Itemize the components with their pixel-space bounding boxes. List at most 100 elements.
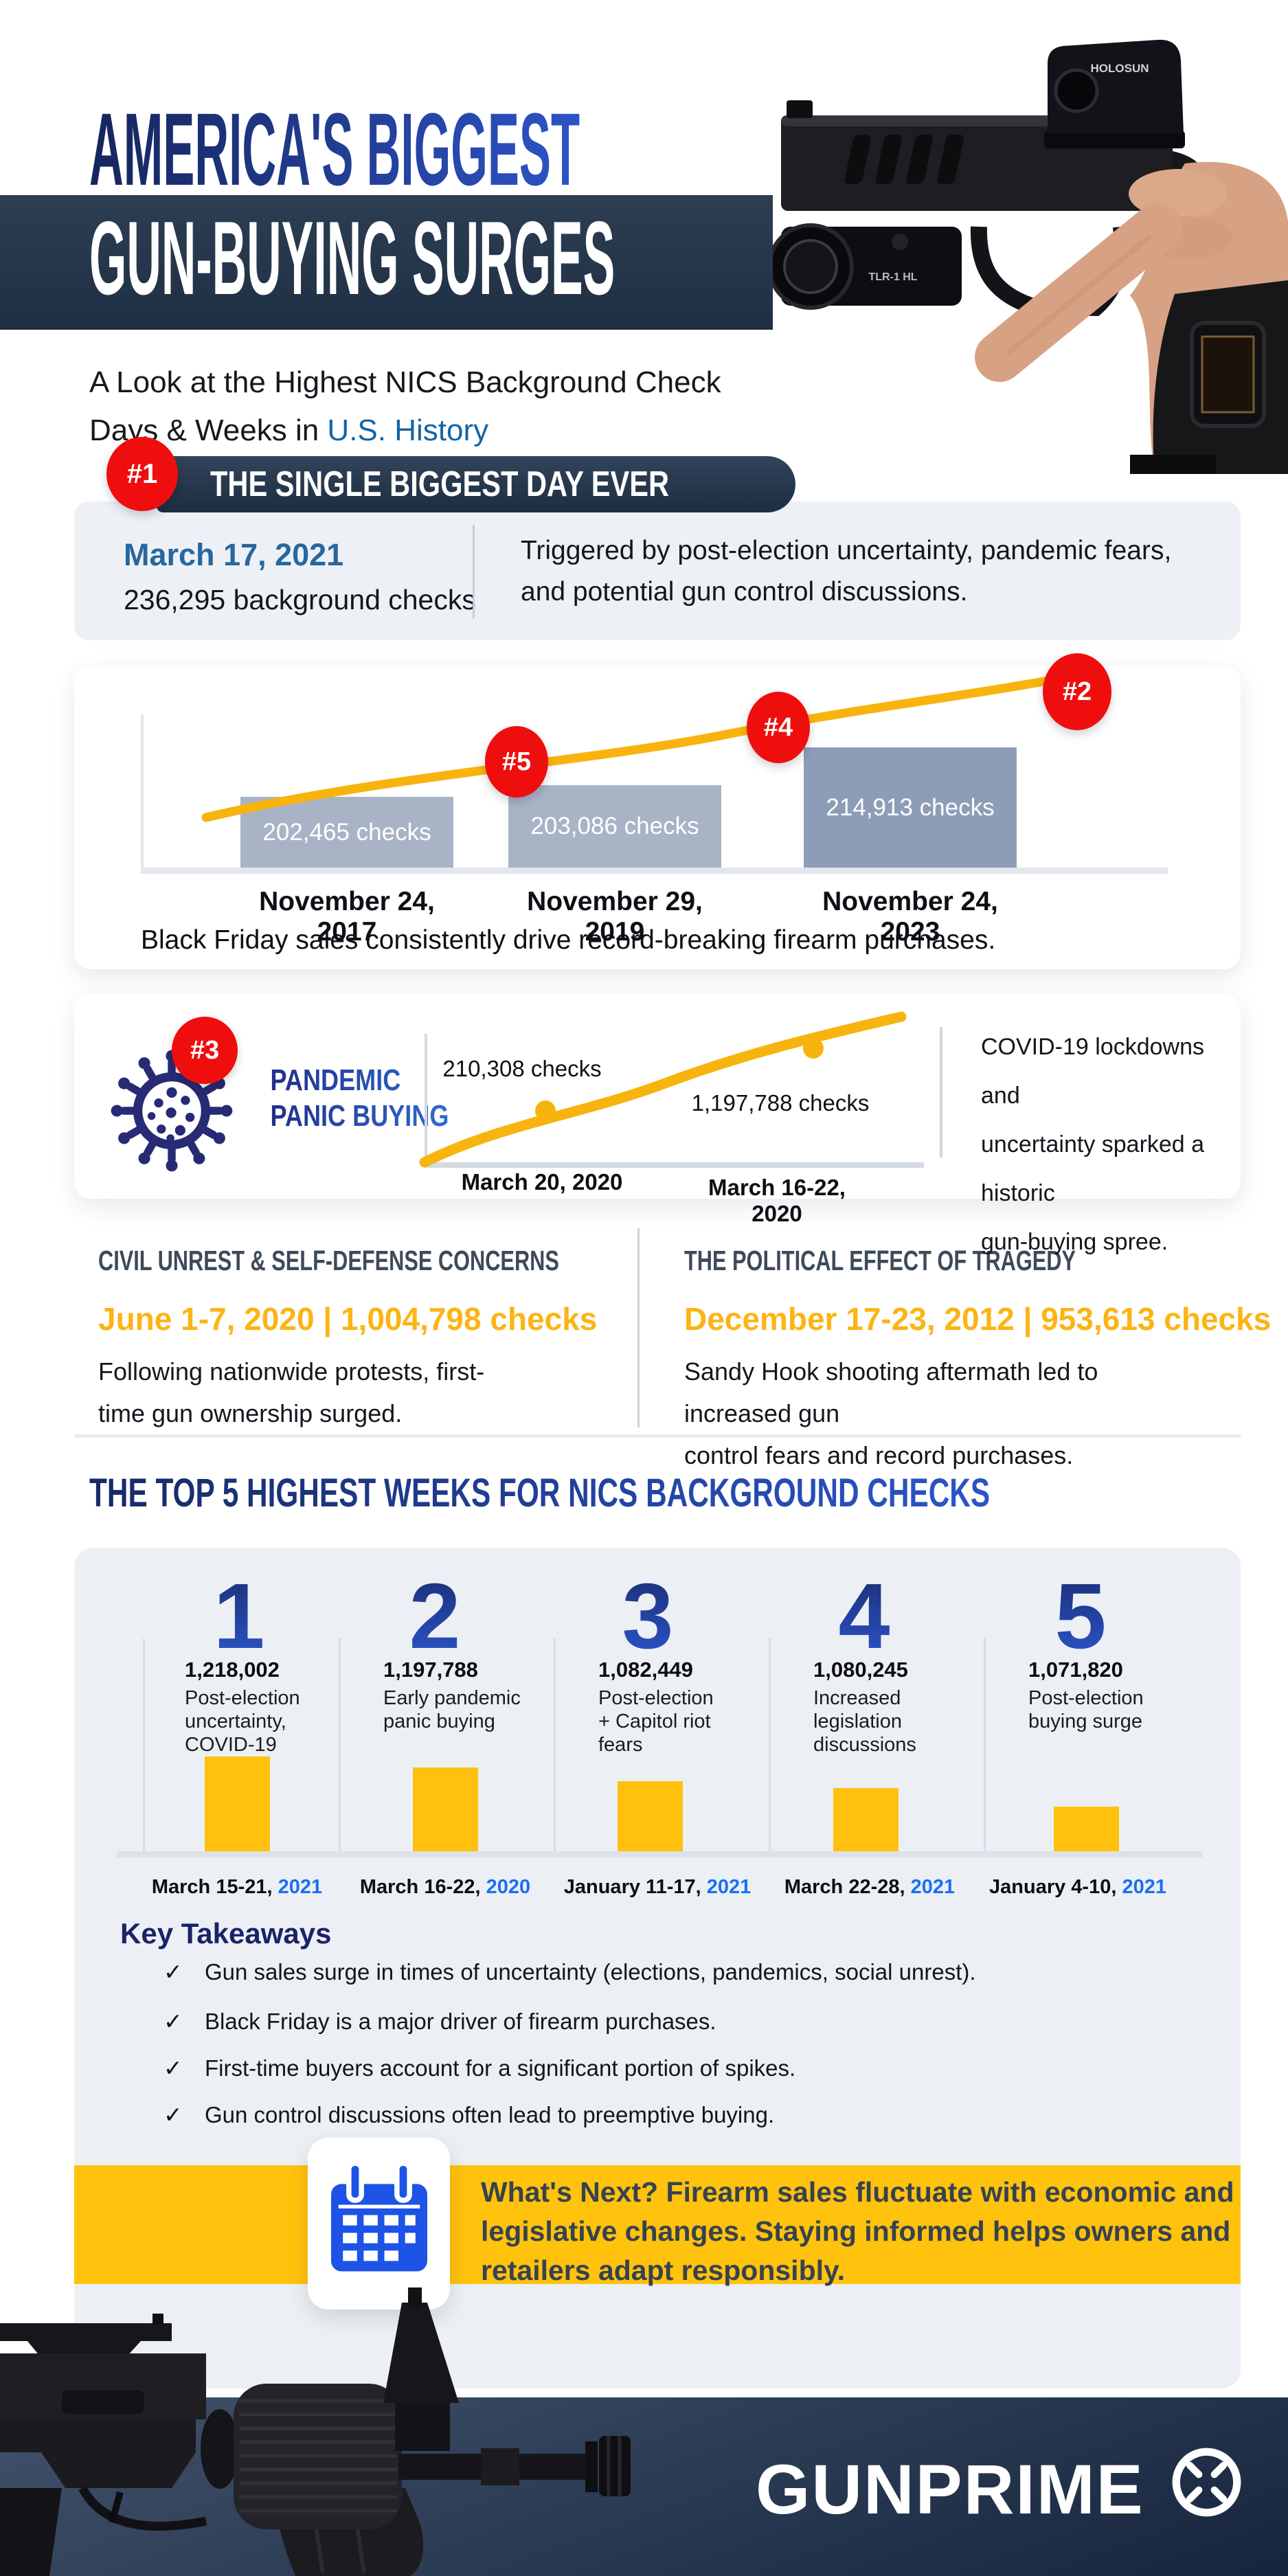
pistol-illustration: HOLOSUN TLR-1 HL [767, 39, 1288, 474]
pandemic-point2-label: 1,197,788 checks [691, 1090, 870, 1116]
week3-date: January 11-17, 2021 [563, 1876, 752, 1898]
rank-number-2: 2 [335, 1570, 534, 1662]
week1-date: March 15-21, 2021 [151, 1876, 323, 1898]
subtitle-line1: A Look at the Highest NICS Background Ch… [89, 365, 721, 399]
rank-badge-1: #1 [106, 437, 178, 511]
bar-2017: 202,465 checks [240, 797, 453, 868]
section-divider [74, 1434, 1241, 1438]
takeaway-item: ✓ First-time buyers account for a signifi… [163, 2055, 796, 2081]
week3-value: 1,082,449 [598, 1658, 693, 1682]
week4-desc: Increased legislation discussions [813, 1687, 916, 1756]
bar-2017-date: November 24, 2017 [259, 887, 435, 947]
vertical-divider [637, 1228, 640, 1427]
data-point-1 [535, 1100, 556, 1121]
week3-bar [618, 1781, 683, 1851]
pandemic-card: #3 PANDEMIC PANIC BUYING 210,308 checks … [74, 994, 1241, 1255]
civil-unrest-stat: June 1-7, 2020 | 1,004,798 checks [98, 1301, 598, 1337]
pandemic-description: COVID-19 lockdowns and uncertainty spark… [981, 1034, 1205, 1255]
rank-number-4: 4 [765, 1570, 964, 1662]
optic-brand-label: HOLOSUN [1091, 62, 1149, 75]
week5-bar [1054, 1807, 1119, 1851]
virus-icon [111, 1050, 233, 1172]
bar-2019-date: November 29, 2019 [527, 887, 703, 947]
x-axis-line [141, 868, 1168, 874]
rank-badge-3: #3 [172, 1017, 238, 1084]
week1-bar [205, 1756, 270, 1851]
bar-2023-date: November 24, 2023 [822, 887, 998, 947]
tragedy-body: Sandy Hook shooting aftermath led to inc… [684, 1357, 1098, 1469]
data-point-2 [803, 1038, 824, 1059]
bar-2023-label: 214,913 checks [826, 793, 995, 821]
bars-axis-line [117, 1851, 1202, 1857]
main-title-line2: GUN-BUYING SURGES [89, 200, 615, 317]
column-divider [984, 1638, 986, 1851]
week1-value: 1,218,002 [185, 1658, 280, 1682]
civil-unrest-body: Following nationwide protests, first- ti… [98, 1357, 485, 1427]
week4-bar [833, 1788, 899, 1851]
rank-number-3: 3 [548, 1570, 747, 1662]
check-icon: ✓ [163, 2102, 183, 2127]
whats-next-banner [74, 2165, 1241, 2284]
vertical-divider [940, 1027, 942, 1157]
single-day-card: March 17, 2021 236,295 background checks… [74, 501, 1241, 640]
vertical-divider [473, 525, 475, 618]
civil-unrest-heading: CIVIL UNREST & SELF-DEFENSE CONCERNS [98, 1245, 559, 1276]
week5-value: 1,071,820 [1028, 1658, 1123, 1682]
week4-value: 1,080,245 [813, 1658, 908, 1682]
pandemic-point1-date: March 20, 2020 [461, 1169, 623, 1195]
single-day-description: Triggered by post-election uncertainty, … [521, 536, 1172, 607]
brand-emblem-icon [1172, 2448, 1241, 2517]
main-title-line1: AMERICA'S BIGGEST [89, 91, 580, 207]
pandemic-point1-label: 210,308 checks [442, 1056, 602, 1081]
rank-badge-2: #2 [1043, 653, 1111, 730]
trend-curve [201, 670, 1082, 822]
tragedy-stat: December 17-23, 2012 | 953,613 checks [684, 1301, 1272, 1337]
black-friday-caption: Black Friday sales consistently drive re… [141, 925, 996, 955]
y-axis-line [141, 714, 144, 868]
y-axis-line [425, 1034, 427, 1162]
takeaway-item: ✓ Gun control discussions often lead to p… [163, 2102, 775, 2127]
top5-panel: 1 2 3 4 5 1,218,002 1,197,788 1,082,449 … [74, 1548, 1241, 2388]
week3-desc: Post-election + Capitol riot fears [598, 1687, 714, 1756]
bar-2017-label: 202,465 checks [262, 818, 431, 846]
rank-number-1: 1 [139, 1570, 339, 1662]
pandemic-curve [419, 1011, 907, 1168]
brand-logo-text: GUNPRIME [756, 2450, 1144, 2529]
week2-date: March 16-22, 2020 [359, 1876, 531, 1898]
light-brand-label: TLR-1 HL [868, 271, 917, 283]
black-friday-card: 202,465 checks 203,086 checks 214,913 ch… [74, 653, 1241, 969]
week4-date: March 22-28, 2021 [784, 1876, 956, 1898]
rank-badge-5: #5 [485, 726, 548, 798]
takeaway-item: ✓ Black Friday is a major driver of firea… [163, 2009, 716, 2034]
column-divider [339, 1638, 341, 1851]
single-day-stat: 236,295 background checks [124, 584, 476, 615]
single-day-banner: THE SINGLE BIGGEST DAY EVER [157, 456, 795, 512]
week5-desc: Post-election buying surge [1028, 1687, 1144, 1732]
week1-desc: Post-election uncertainty, COVID-19 [185, 1687, 300, 1756]
top5-heading: THE TOP 5 HIGHEST WEEKS FOR NICS BACKGRO… [89, 1471, 991, 1515]
pandemic-point2-date: March 16-22, 2020 [708, 1175, 846, 1226]
x-axis-line [425, 1162, 924, 1168]
takeaways-heading: Key Takeaways [120, 1917, 332, 1950]
rifle-illustration [0, 2287, 631, 2576]
check-icon: ✓ [163, 1959, 183, 1985]
column-divider [554, 1638, 556, 1851]
check-icon: ✓ [163, 2055, 183, 2081]
column-divider [143, 1638, 145, 1851]
column-divider [769, 1638, 771, 1851]
single-day-date: March 17, 2021 [124, 537, 344, 572]
bar-2023: 214,913 checks [804, 747, 1017, 868]
rank-badge-4: #4 [747, 692, 810, 763]
tragedy-heading: THE POLITICAL EFFECT OF TRAGEDY [684, 1245, 1076, 1276]
takeaway-item: ✓ Gun sales surge in times of uncertainty… [163, 1959, 976, 1985]
single-day-banner-label: THE SINGLE BIGGEST DAY EVER [210, 464, 670, 504]
bar-2019: 203,086 checks [508, 785, 721, 868]
week2-value: 1,197,788 [383, 1658, 478, 1682]
calendar-icon [331, 2163, 427, 2272]
subtitle-highlight: U.S. History [327, 414, 489, 447]
week5-date: January 4-10, 2021 [989, 1876, 1166, 1898]
week2-desc: Early pandemic panic buying [383, 1687, 521, 1732]
check-icon: ✓ [163, 2009, 183, 2034]
week2-bar [413, 1767, 478, 1851]
